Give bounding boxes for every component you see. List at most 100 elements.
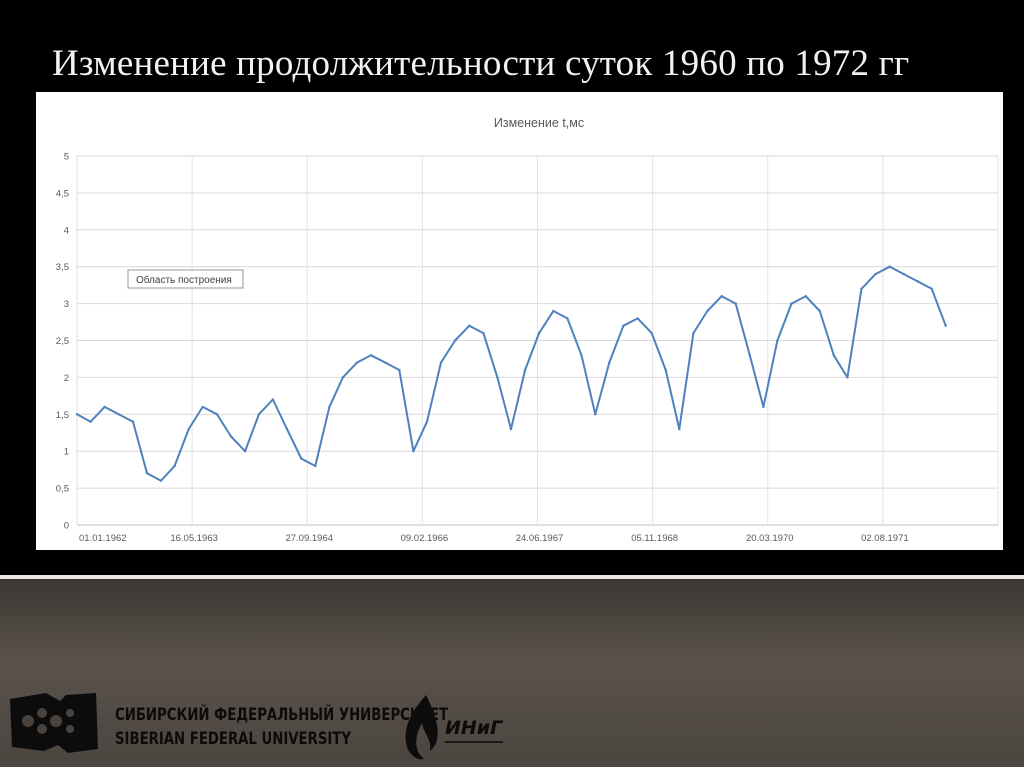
data-point xyxy=(398,368,401,372)
y-tick-label: 1,5 xyxy=(56,410,69,421)
data-point xyxy=(285,427,289,431)
series-layer xyxy=(75,265,947,482)
chart-title: Изменение t,мс xyxy=(494,116,584,130)
institute-subtitle-line xyxy=(445,741,503,743)
data-point xyxy=(804,295,807,298)
data-point xyxy=(314,464,317,468)
data-point xyxy=(215,413,219,416)
data-point xyxy=(930,287,933,290)
y-tick-label: 5 xyxy=(64,152,69,163)
data-point xyxy=(720,295,723,298)
tooltip-text: Область построения xyxy=(136,274,232,286)
data-point xyxy=(369,354,373,357)
data-point xyxy=(145,472,149,475)
y-tick-label: 4 xyxy=(64,225,69,236)
data-point xyxy=(874,272,877,276)
data-point xyxy=(580,354,583,357)
data-point xyxy=(496,376,499,379)
data-point xyxy=(706,309,709,313)
y-tick-label: 4,5 xyxy=(56,188,69,199)
x-tick-label: 09.02.1966 xyxy=(401,533,449,544)
data-point xyxy=(425,420,429,423)
data-point xyxy=(622,324,625,327)
data-point xyxy=(748,354,751,357)
gridlines xyxy=(76,155,999,526)
y-tick-label: 1 xyxy=(64,447,69,458)
data-point xyxy=(159,479,163,482)
data-point xyxy=(846,376,849,379)
data-point xyxy=(328,405,331,409)
y-tick-label: 0 xyxy=(64,521,69,532)
data-point xyxy=(762,405,765,409)
data-point xyxy=(608,361,611,364)
x-axis-tick-labels: 01.01.1962 16.05.1963 27.09.1964 09.02.1966… xyxy=(79,533,909,544)
series-line xyxy=(76,265,947,482)
data-point xyxy=(355,361,359,364)
x-tick-label: 16.05.1963 xyxy=(170,533,218,544)
y-tick-label: 2,5 xyxy=(56,336,69,347)
x-tick-label: 24.06.1967 xyxy=(516,533,564,544)
line-chart[interactable]: Изменение t,мс 0 0,5 1 1,5 2 2,5 3 3,5 4 4,5 5 01.… xyxy=(36,92,1003,550)
data-point xyxy=(594,413,597,416)
data-point xyxy=(776,339,779,342)
data-point xyxy=(818,309,821,313)
tooltip-box xyxy=(127,269,244,289)
data-point xyxy=(131,420,135,423)
data-point xyxy=(482,331,485,335)
data-point xyxy=(439,361,443,364)
data-point xyxy=(734,302,737,305)
flame-icon xyxy=(405,695,438,760)
data-point xyxy=(664,368,667,372)
y-axis-tick-labels: 0 0,5 1 1,5 2 2,5 3 3,5 4 4,5 5 xyxy=(56,152,69,532)
university-name: СИБИРСКИЙ ФЕДЕРАЛЬНЫЙ УНИВЕРСИТЕТ SIBERI… xyxy=(115,703,448,751)
data-point xyxy=(860,287,863,290)
y-tick-label: 0,5 xyxy=(56,484,69,495)
data-point xyxy=(75,413,79,416)
x-tick-label: 27.09.1964 xyxy=(285,533,333,544)
data-point xyxy=(916,280,920,283)
university-name-ru: СИБИРСКИЙ ФЕДЕРАЛЬНЫЙ УНИВЕРСИТЕТ xyxy=(115,705,449,725)
data-point xyxy=(636,317,639,320)
data-point xyxy=(509,427,513,431)
data-point xyxy=(790,302,793,305)
data-point xyxy=(650,331,653,335)
data-point xyxy=(523,368,527,372)
data-point xyxy=(468,324,471,327)
data-point xyxy=(552,309,555,313)
chart-panel[interactable]: Изменение t,мс 0 0,5 1 1,5 2 2,5 3 3,5 4 4,5 5 01.… xyxy=(36,92,1003,550)
x-tick-label: 02.08.1971 xyxy=(861,533,909,544)
data-point xyxy=(103,405,106,409)
data-point xyxy=(692,331,695,335)
data-point xyxy=(271,398,275,401)
data-point xyxy=(566,317,569,320)
data-point xyxy=(187,427,190,431)
data-point xyxy=(257,413,261,416)
data-point xyxy=(902,272,905,276)
x-tick-label: 20.03.1970 xyxy=(746,533,794,544)
x-tick-label: 05.11.1968 xyxy=(631,533,678,544)
data-point xyxy=(888,265,891,268)
x-tick-label: 01.01.1962 xyxy=(79,533,127,544)
plot-area-tooltip: Область построения xyxy=(127,269,244,289)
data-point xyxy=(89,420,92,423)
y-tick-label: 3,5 xyxy=(56,262,69,273)
data-point xyxy=(453,339,457,342)
data-point xyxy=(117,413,120,416)
data-point xyxy=(300,457,303,460)
y-tick-label: 3 xyxy=(64,299,69,310)
slide-title: Изменение продолжительности суток 1960 п… xyxy=(52,43,910,84)
y-tick-label: 2 xyxy=(64,373,69,384)
data-point xyxy=(944,324,947,327)
data-point xyxy=(678,427,681,431)
data-point xyxy=(832,354,835,357)
data-point xyxy=(341,376,345,379)
sfu-logo-icon xyxy=(10,693,98,753)
data-point xyxy=(384,361,387,364)
footer-divider xyxy=(0,575,1024,579)
footer: СИБИРСКИЙ ФЕДЕРАЛЬНЫЙ УНИВЕРСИТЕТ SIBERI… xyxy=(0,579,1024,767)
data-point xyxy=(412,450,415,453)
institute-name: ИНиГ xyxy=(445,717,503,739)
data-point xyxy=(537,331,541,335)
data-point xyxy=(243,450,247,453)
data-point xyxy=(229,435,233,438)
